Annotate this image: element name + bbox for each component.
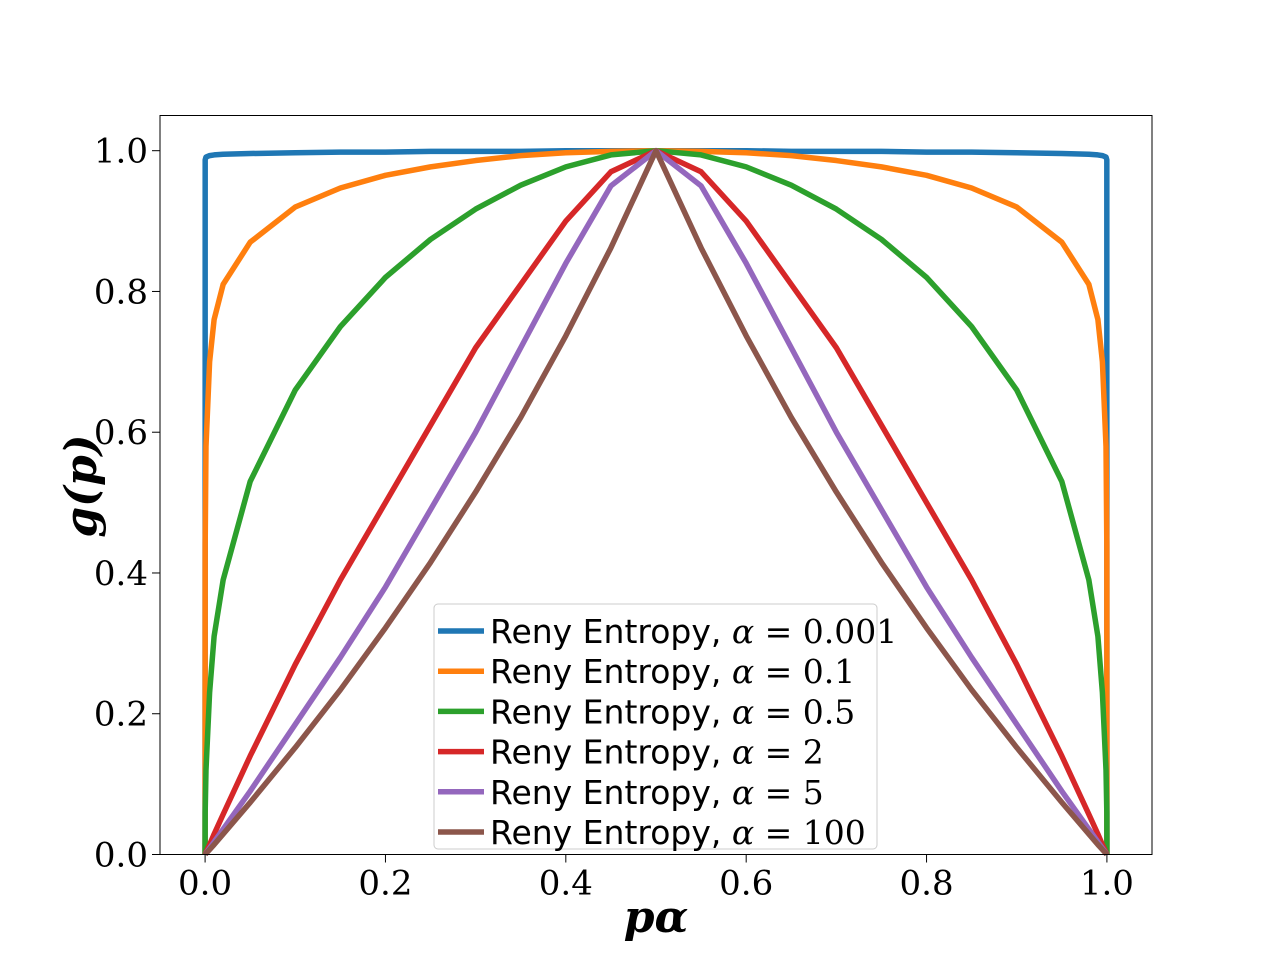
x-tick-label: 0.0 bbox=[178, 864, 232, 904]
series-line-6 bbox=[202, 147, 1110, 858]
legend-label: Reny Entropy, α = 0.5 bbox=[490, 692, 855, 731]
y-tick-label: 0.8 bbox=[94, 272, 148, 312]
x-tick-label: 0.2 bbox=[358, 864, 412, 904]
x-tick-label: 1.0 bbox=[1080, 864, 1134, 904]
plot-frame bbox=[159, 115, 1153, 855]
legend-label: Reny Entropy, α = 100 bbox=[490, 813, 866, 852]
x-tick-label: 0.8 bbox=[900, 864, 954, 904]
x-axis-label: pα bbox=[624, 892, 689, 943]
legend-box bbox=[433, 603, 878, 850]
y-axis-ticks: 0.0 0.2 0.4 0.6 0.8 1.0 bbox=[94, 132, 160, 876]
y-tick-label: 0.4 bbox=[94, 554, 148, 594]
legend-label: Reny Entropy, α = 0.001 bbox=[490, 612, 897, 651]
x-axis-ticks: 0.0 0.2 0.4 0.6 0.8 1.0 bbox=[178, 854, 1134, 904]
y-tick-label: 0.2 bbox=[94, 695, 148, 735]
y-tick-label: 1.0 bbox=[94, 132, 148, 172]
legend-label: Reny Entropy, α = 5 bbox=[490, 773, 824, 812]
plot-lines bbox=[202, 147, 1110, 858]
y-tick-label: 0.6 bbox=[94, 413, 148, 453]
x-tick-label: 0.4 bbox=[539, 864, 593, 904]
legend-label: Reny Entropy, α = 0.1 bbox=[490, 652, 855, 691]
y-axis-label: g(p) bbox=[56, 434, 107, 537]
x-tick-label: 0.6 bbox=[719, 864, 773, 904]
y-tick-label: 0.0 bbox=[94, 836, 148, 876]
legend-label: Reny Entropy, α = 2 bbox=[490, 733, 824, 772]
